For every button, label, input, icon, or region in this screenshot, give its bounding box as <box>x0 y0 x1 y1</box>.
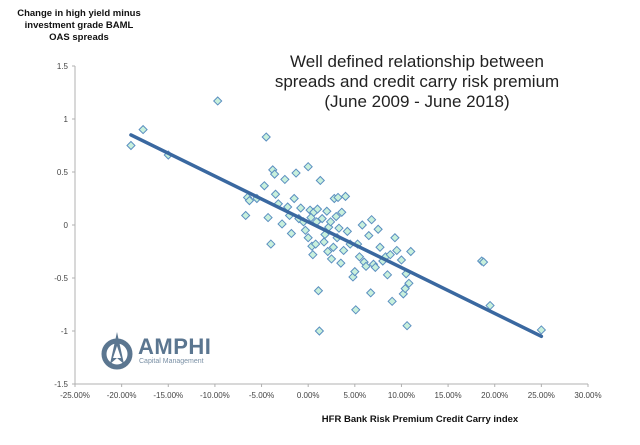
x-tick-label: -25.00% <box>60 391 90 400</box>
data-points <box>126 96 547 336</box>
data-point <box>266 239 276 249</box>
y-axis-title: Change in high yield minus investment gr… <box>17 8 141 43</box>
y-tick-label: 1.5 <box>57 62 69 71</box>
data-point <box>244 195 255 206</box>
data-point <box>366 214 377 225</box>
data-point <box>289 193 299 204</box>
data-point <box>300 225 311 236</box>
data-point <box>277 219 287 229</box>
data-point <box>351 305 361 315</box>
data-point <box>361 261 371 272</box>
data-point <box>357 220 367 230</box>
logo-subtitle: Capital Management <box>139 358 204 365</box>
x-tick-label: 30.00% <box>574 391 601 400</box>
data-point <box>337 207 347 217</box>
data-point <box>365 288 376 298</box>
data-point <box>396 255 407 265</box>
data-point <box>263 212 273 223</box>
x-tick-label: -10.00% <box>200 391 230 400</box>
x-axis-title: HFR Bank Risk Premium Credit Carry index <box>321 414 519 425</box>
x-tick-label: 25.00% <box>528 391 555 400</box>
data-point <box>315 175 326 186</box>
x-tick-label: -15.00% <box>153 391 183 400</box>
data-point <box>334 223 344 233</box>
data-point <box>314 326 325 336</box>
data-point <box>375 242 385 252</box>
x-tick-label: 0.00% <box>297 391 320 400</box>
amphi-logo: AMPHI Capital Management <box>98 330 218 370</box>
data-point <box>404 278 414 289</box>
y-tick-labels: 1.5 1 0.5 0 -0.5 -1 -1.5 <box>54 62 68 389</box>
data-point <box>138 124 148 135</box>
trendline <box>129 133 544 339</box>
data-point <box>280 174 290 185</box>
x-tick-labels: -25.00% -20.00% -15.00% -10.00% -5.00% 0.00% 5… <box>60 391 601 400</box>
data-point <box>213 96 223 106</box>
logo-name: AMPHI <box>138 334 212 359</box>
data-point <box>240 210 251 221</box>
x-tick-label: 15.00% <box>435 391 462 400</box>
chart-title: Well defined relationship between spread… <box>274 52 560 111</box>
data-point <box>326 254 337 264</box>
y-tick-label: 0 <box>64 221 69 230</box>
data-point <box>286 228 297 239</box>
y-tick-label: 1 <box>64 115 69 124</box>
data-point <box>296 203 306 213</box>
data-point <box>536 325 547 335</box>
data-point <box>126 140 136 151</box>
data-point <box>261 132 271 142</box>
data-point <box>310 239 321 249</box>
data-point <box>373 224 383 234</box>
data-point <box>303 161 313 172</box>
data-point <box>328 242 339 252</box>
x-tick-label: 20.00% <box>481 391 508 400</box>
data-point <box>382 270 393 280</box>
axes <box>72 65 589 387</box>
data-point <box>406 246 416 257</box>
data-point <box>390 233 400 243</box>
data-point <box>322 206 332 216</box>
data-point <box>342 226 353 237</box>
data-point <box>259 181 270 191</box>
data-point <box>308 249 318 260</box>
data-point <box>387 296 397 307</box>
data-point <box>364 230 374 241</box>
data-point <box>312 204 323 214</box>
data-point <box>370 262 381 273</box>
data-point <box>478 257 489 267</box>
data-point <box>319 237 329 247</box>
x-tick-label: -20.00% <box>107 391 137 400</box>
x-tick-label: 10.00% <box>388 391 415 400</box>
data-point <box>269 169 280 179</box>
data-point <box>303 233 313 243</box>
data-point <box>331 211 341 222</box>
data-point <box>336 258 346 268</box>
data-point <box>323 246 333 257</box>
data-point <box>325 217 336 227</box>
data-point <box>385 249 395 260</box>
data-point <box>340 191 351 202</box>
data-point <box>392 245 402 256</box>
trendline-group <box>129 133 544 339</box>
y-tick-label: -1 <box>61 327 69 336</box>
data-point <box>400 283 410 294</box>
x-tick-label: 5.00% <box>343 391 366 400</box>
x-tick-label: -5.00% <box>249 391 274 400</box>
amphi-logo-icon <box>101 332 133 370</box>
data-point <box>313 286 324 296</box>
data-point <box>354 252 365 262</box>
y-tick-label: 0.5 <box>57 168 69 177</box>
data-point <box>350 266 360 277</box>
data-point <box>338 245 349 256</box>
data-point <box>402 320 412 331</box>
data-point <box>317 213 327 224</box>
y-tick-label: -0.5 <box>54 274 68 283</box>
data-point <box>270 189 281 199</box>
y-tick-label: -1.5 <box>54 380 68 389</box>
data-point <box>333 192 343 203</box>
data-point <box>291 168 301 178</box>
